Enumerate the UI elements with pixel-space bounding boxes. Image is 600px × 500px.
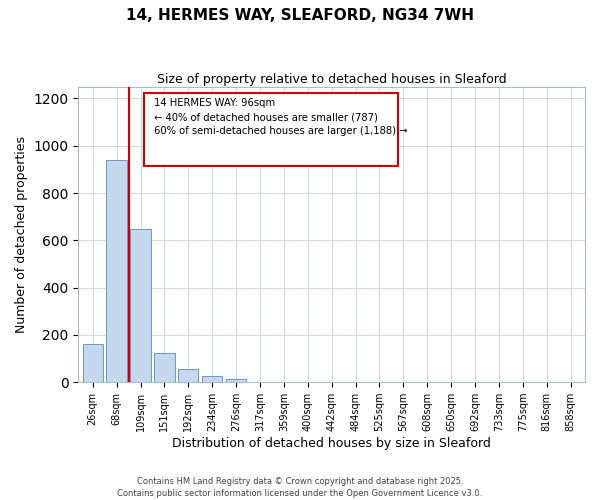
Bar bbox=[106, 160, 127, 382]
Bar bbox=[83, 344, 103, 382]
Bar bbox=[154, 352, 175, 382]
Bar bbox=[226, 380, 246, 382]
Title: Size of property relative to detached houses in Sleaford: Size of property relative to detached ho… bbox=[157, 72, 506, 86]
Y-axis label: Number of detached properties: Number of detached properties bbox=[15, 136, 28, 333]
Text: 14 HERMES WAY: 96sqm
← 40% of detached houses are smaller (787)
60% of semi-deta: 14 HERMES WAY: 96sqm ← 40% of detached h… bbox=[154, 98, 408, 136]
Bar bbox=[130, 228, 151, 382]
X-axis label: Distribution of detached houses by size in Sleaford: Distribution of detached houses by size … bbox=[172, 437, 491, 450]
Text: 14, HERMES WAY, SLEAFORD, NG34 7WH: 14, HERMES WAY, SLEAFORD, NG34 7WH bbox=[126, 8, 474, 22]
Bar bbox=[178, 368, 199, 382]
FancyBboxPatch shape bbox=[144, 92, 398, 166]
Text: Contains HM Land Registry data © Crown copyright and database right 2025.
Contai: Contains HM Land Registry data © Crown c… bbox=[118, 476, 482, 498]
Bar bbox=[202, 376, 223, 382]
